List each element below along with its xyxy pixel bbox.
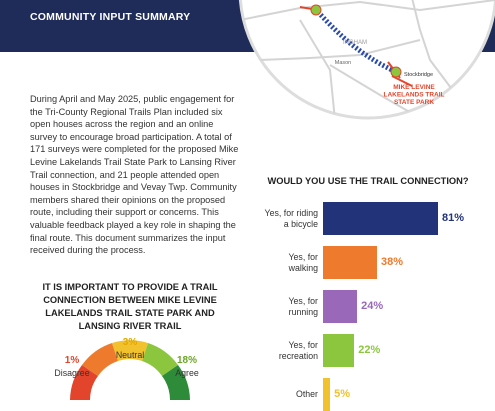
gauge-label: Neutral [115,350,145,360]
map-label: INGHAM [343,40,367,46]
value-label: 24% [361,300,384,312]
gauge-label: Disagree [54,368,90,378]
bar [323,246,377,279]
header-title: COMMUNITY INPUT SUMMARY [30,11,191,23]
value-label: 22% [358,344,381,356]
park-label: MIKE LEVINE LAKELANDS TRAIL STATE PARK [383,84,444,106]
gauge-percent: 3% [122,337,138,348]
value-label: 5% [334,388,350,400]
gauge-percent: 18% [176,355,197,366]
gauge-percent: 1% [64,355,80,366]
value-label: 38% [380,256,403,268]
gauge [70,340,190,400]
category-label: Yes, for running [288,295,318,317]
bar [323,378,331,411]
category-label: Other [295,389,318,399]
intro-text: During April and May 2025, public engage… [30,94,239,256]
value-label: 81% [442,212,465,224]
map: Mason INGHAM Stockbridge MIKE LEVINE LAKE… [70,0,495,400]
gauge-title: IT IS IMPORTANT TO PROVIDE A TRAIL CONNE… [42,282,218,331]
roads [240,0,495,118]
chart-title: WOULD YOU USE THE TRAIL CONNECTION? [267,176,469,186]
bar [323,334,355,367]
category-label: Yes, for riding a bicycle [264,207,318,229]
bar [323,202,439,235]
trail-route [316,10,394,73]
category-label: Yes, for recreation [278,339,318,361]
bar [323,290,358,323]
map-label: Stockbridge [404,72,433,78]
map-node [390,66,402,78]
map-label: Mason [335,60,352,66]
map-node [310,4,322,16]
category-label: Yes, for walking [288,251,318,273]
gauge-label: Agree [175,368,199,378]
